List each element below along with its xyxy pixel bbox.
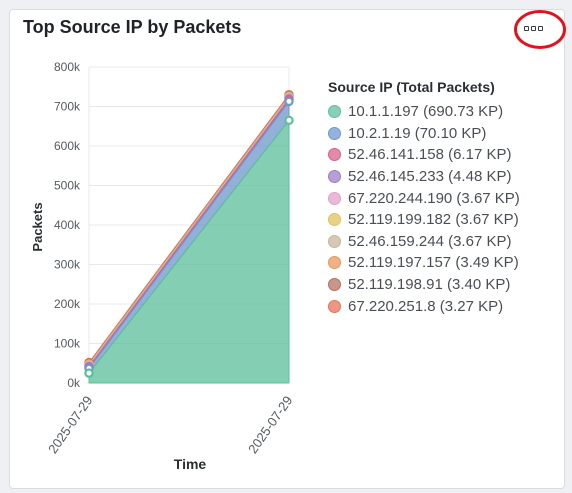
- legend-label: 10.2.1.19 (70.10 KP): [348, 124, 487, 142]
- legend-swatch: [328, 126, 341, 140]
- legend-item[interactable]: 52.46.145.233 (4.48 KP): [328, 166, 520, 188]
- legend-item[interactable]: 10.1.1.197 (690.73 KP): [328, 101, 520, 123]
- highlight-circle: [514, 10, 566, 49]
- legend-label: 10.1.1.197 (690.73 KP): [348, 103, 504, 121]
- legend-label: 52.46.141.158 (6.17 KP): [348, 146, 512, 164]
- more-options-button[interactable]: [520, 20, 546, 36]
- more-options-icon: [523, 25, 529, 31]
- legend: Source IP (Total Packets) 10.1.1.197 (69…: [328, 79, 520, 317]
- legend-label: 67.220.251.8 (3.27 KP): [348, 297, 504, 315]
- y-tick-label: 200k: [54, 297, 81, 311]
- y-tick-label: 500k: [54, 179, 81, 193]
- x-axis-ticks: 2025-07-29 2025-07-29: [45, 393, 295, 456]
- series-points: [84, 89, 294, 378]
- legend-item[interactable]: 67.220.251.8 (3.27 KP): [328, 295, 520, 317]
- legend-item[interactable]: 52.119.197.157 (3.49 KP): [328, 252, 520, 274]
- legend-item[interactable]: 10.2.1.19 (70.10 KP): [328, 123, 520, 145]
- y-axis-label: Packets: [30, 202, 45, 251]
- legend-title: Source IP (Total Packets): [328, 79, 495, 95]
- data-point: [284, 96, 294, 107]
- y-tick-label: 0k: [67, 376, 81, 390]
- more-options-icon-dot: [537, 25, 543, 31]
- x-axis-label: Time: [174, 456, 207, 472]
- legend-label: 52.46.145.233 (4.48 KP): [348, 168, 512, 186]
- legend-items: 10.1.1.197 (690.73 KP) 10.2.1.19 (70.10 K…: [328, 101, 520, 317]
- legend-label: 52.119.199.182 (3.67 KP): [348, 211, 519, 229]
- legend-label: 52.119.198.91 (3.40 KP): [348, 276, 511, 294]
- legend-item[interactable]: 52.119.198.91 (3.40 KP): [328, 274, 520, 296]
- y-tick-label: 600k: [54, 139, 81, 153]
- y-tick-label: 800k: [54, 60, 81, 74]
- series-area: [88, 118, 290, 384]
- data-point: [284, 115, 294, 126]
- legend-item[interactable]: 52.119.199.182 (3.67 KP): [328, 209, 520, 231]
- x-tick-label: 2025-07-29: [45, 393, 95, 456]
- legend-item[interactable]: 52.46.141.158 (6.17 KP): [328, 144, 520, 166]
- y-tick-label: 100k: [54, 337, 81, 351]
- legend-swatch: [328, 213, 341, 227]
- legend-label: 67.220.244.190 (3.67 KP): [348, 189, 520, 207]
- legend-swatch: [328, 256, 341, 270]
- y-axis-ticks: 0k 100k 200k 300k 400k 500k 600k 700k 800k: [54, 60, 81, 390]
- y-tick-label: 700k: [54, 100, 81, 114]
- legend-swatch: [328, 234, 341, 248]
- legend-swatch: [328, 278, 341, 292]
- more-options-icon-dot: [530, 25, 536, 31]
- legend-swatch: [328, 170, 341, 184]
- x-tick-label: 2025-07-29: [245, 393, 295, 456]
- data-point: [84, 368, 94, 378]
- y-tick-label: 400k: [54, 218, 81, 232]
- legend-label: 52.119.197.157 (3.49 KP): [348, 254, 519, 272]
- legend-swatch: [328, 148, 341, 162]
- legend-item[interactable]: 52.46.159.244 (3.67 KP): [328, 231, 520, 253]
- y-tick-label: 300k: [54, 258, 81, 272]
- legend-item[interactable]: 67.220.244.190 (3.67 KP): [328, 187, 520, 209]
- legend-swatch: [328, 299, 341, 313]
- legend-swatch: [328, 105, 341, 119]
- series-areas: [88, 93, 290, 384]
- panel-title: Top Source IP by Packets: [23, 17, 242, 37]
- legend-label: 52.46.159.244 (3.67 KP): [348, 232, 512, 250]
- legend-swatch: [328, 191, 341, 205]
